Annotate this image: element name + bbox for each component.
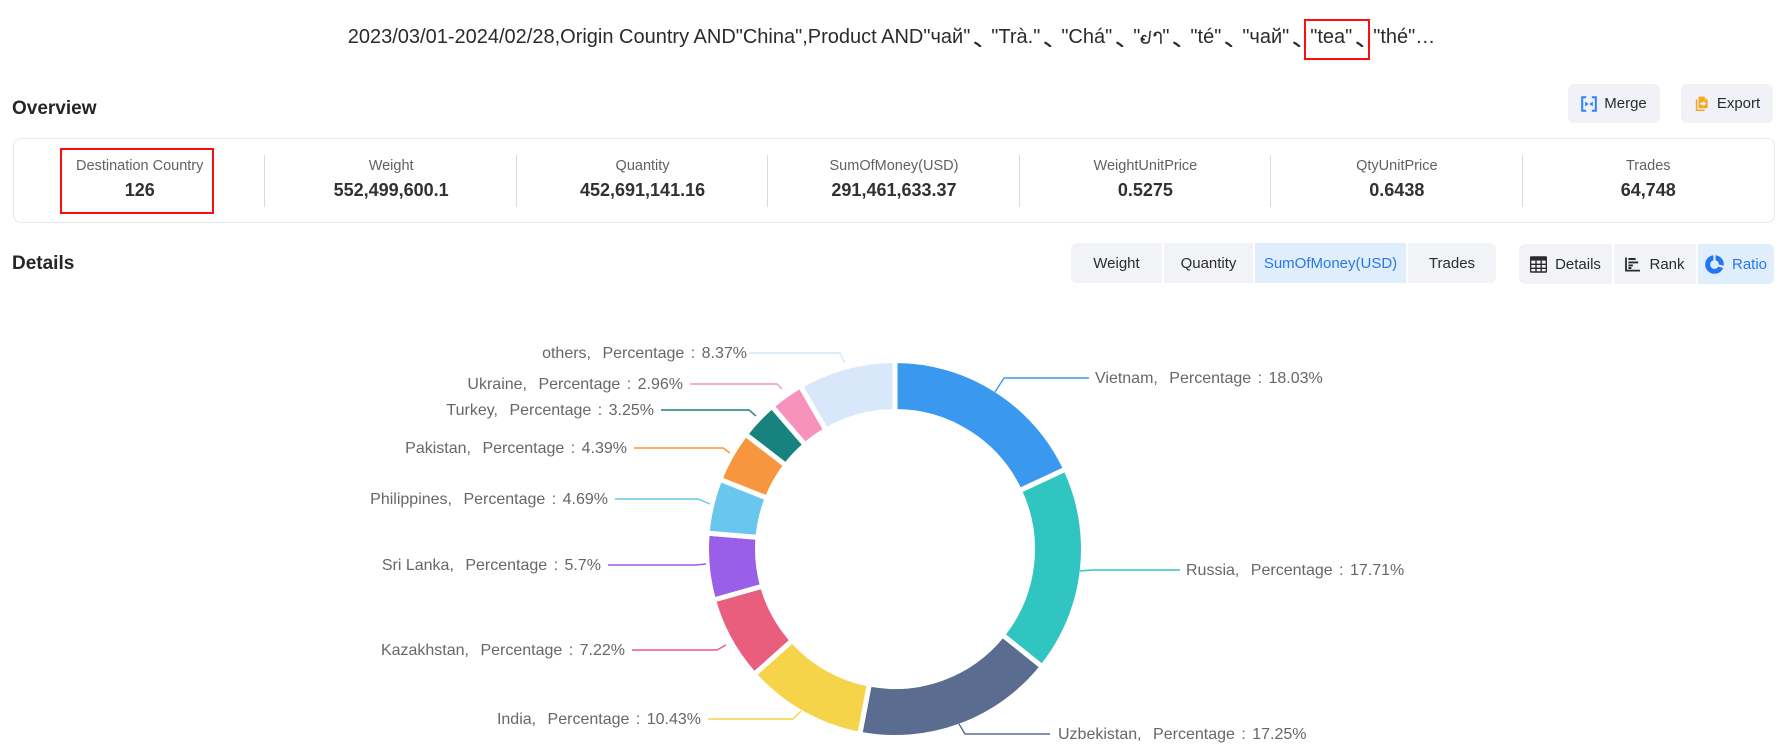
svg-text:Kazakhstan, Percentage : 7.22%: Kazakhstan, Percentage : 7.22% <box>381 642 625 659</box>
svg-text:Vietnam, Percentage : 18.03%: Vietnam, Percentage : 18.03% <box>1095 370 1323 387</box>
svg-text:others, Percentage : 8.37%: others, Percentage : 8.37% <box>542 345 747 362</box>
svg-text:Sri Lanka, Percentage : 5.7%: Sri Lanka, Percentage : 5.7% <box>382 557 601 574</box>
svg-text:India, Percentage : 10.43%: India, Percentage : 10.43% <box>497 711 701 728</box>
svg-text:Philippines, Percentage : 4.69: Philippines, Percentage : 4.69% <box>370 491 608 508</box>
svg-text:Turkey, Percentage : 3.25%: Turkey, Percentage : 3.25% <box>446 402 654 419</box>
svg-text:Pakistan, Percentage : 4.39%: Pakistan, Percentage : 4.39% <box>405 440 627 457</box>
svg-text:Uzbekistan, Percentage : 17.25: Uzbekistan, Percentage : 17.25% <box>1058 726 1307 743</box>
svg-text:Russia, Percentage : 17.71%: Russia, Percentage : 17.71% <box>1186 562 1404 579</box>
svg-text:Ukraine, Percentage : 2.96%: Ukraine, Percentage : 2.96% <box>467 376 683 393</box>
